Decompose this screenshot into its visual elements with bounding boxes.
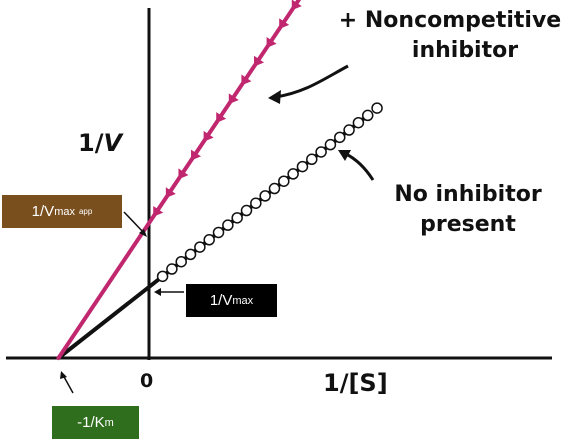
marker-arrowhead [216, 112, 227, 123]
marker-circle [175, 255, 187, 268]
marker-circle [222, 219, 234, 231]
km-tag-pre: -1/K [77, 414, 105, 431]
vmax-tag: 1/V max [186, 284, 277, 317]
marker-circle [212, 226, 225, 239]
inhibitor-callout-arrowhead [268, 90, 281, 104]
marker-circle [194, 241, 206, 253]
marker-arrowhead [291, 0, 302, 11]
marker-arrowhead [253, 55, 264, 67]
km-tag-sub: m [104, 416, 114, 429]
vmax-app-tag: 1/V max app [2, 195, 122, 228]
inhibited-annotation-line1: + Noncompetitive [338, 8, 562, 33]
km-pointer-head [60, 371, 67, 379]
km-tag: -1/K m [52, 406, 139, 439]
marker-circle [268, 182, 281, 195]
marker-arrowhead [266, 37, 277, 48]
vmax-app-pointer [123, 211, 146, 235]
uninhibited-annotation-line2: present [420, 212, 516, 237]
marker-arrowhead [178, 168, 189, 180]
marker-circle [287, 168, 299, 180]
km-pointer [62, 374, 74, 394]
vmax-app-pointer-head [139, 229, 147, 237]
origin-label: 0 [140, 370, 154, 392]
marker-circle [352, 116, 365, 129]
marker-arrowhead [165, 187, 176, 199]
uninhibited-annotation-line1: No inhibitor [394, 182, 542, 207]
marker-circle [184, 248, 197, 261]
marker-arrowhead [279, 18, 290, 30]
uninhibited-markers [156, 102, 383, 283]
marker-circle [343, 124, 355, 136]
marker-arrowhead [153, 205, 164, 217]
y-axis-title: 1/V [78, 129, 122, 157]
marker-circle [324, 138, 337, 151]
marker-circle [361, 109, 374, 122]
marker-circle [334, 131, 346, 144]
marker-circle [315, 146, 327, 158]
marker-arrowhead [241, 74, 252, 86]
vmax-app-tag-sub: max [54, 205, 75, 218]
y-axis-title-var: V [103, 129, 123, 157]
marker-circle [156, 270, 169, 283]
marker-arrowhead [203, 130, 214, 142]
marker-circle [231, 212, 243, 224]
marker-circle [306, 153, 318, 166]
marker-arrowhead [228, 93, 239, 105]
marker-circle [371, 102, 383, 114]
no-inhibitor-callout-arrow [345, 152, 375, 181]
marker-circle [278, 175, 290, 187]
marker-arrowhead [191, 149, 202, 161]
x-axis-title: 1/[S] [323, 369, 388, 397]
uninhibited-annotation: No inhibitor present [373, 180, 563, 240]
no-inhibitor-callout-arrowhead [338, 150, 351, 161]
marker-circle [259, 190, 271, 202]
marker-circle [250, 197, 262, 209]
inhibitor-callout-arrow [275, 64, 349, 99]
vmax-app-tag-pre: 1/V [31, 203, 55, 220]
vmax-pointer-head [154, 288, 161, 296]
vmax-app-tag-sub2: app [78, 207, 93, 216]
vmax-tag-pre: 1/V [209, 292, 233, 309]
inhibited-markers [153, 0, 302, 217]
vmax-tag-sub: max [232, 294, 254, 307]
inhibited-annotation-line2: inhibitor [411, 38, 519, 63]
marker-circle [203, 234, 215, 246]
inhibited-annotation: + Noncompetitive inhibitor [325, 6, 575, 66]
marker-circle [296, 160, 309, 173]
y-axis-title-main: 1/ [78, 129, 104, 157]
marker-circle [240, 204, 253, 217]
marker-circle [166, 263, 178, 275]
